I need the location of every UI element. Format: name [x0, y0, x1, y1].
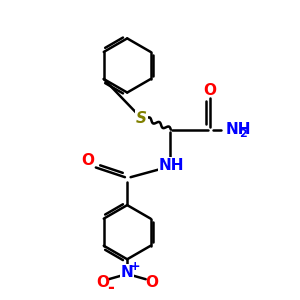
Text: NH: NH: [159, 158, 184, 173]
Text: O: O: [97, 274, 110, 290]
Text: NH: NH: [226, 122, 251, 137]
Text: O: O: [145, 274, 158, 290]
Text: 2: 2: [240, 129, 247, 139]
Text: O: O: [81, 153, 94, 168]
Text: N: N: [121, 265, 134, 280]
Text: -: -: [107, 279, 114, 297]
Text: S: S: [136, 111, 147, 126]
Text: O: O: [203, 83, 216, 98]
Text: +: +: [130, 260, 140, 274]
